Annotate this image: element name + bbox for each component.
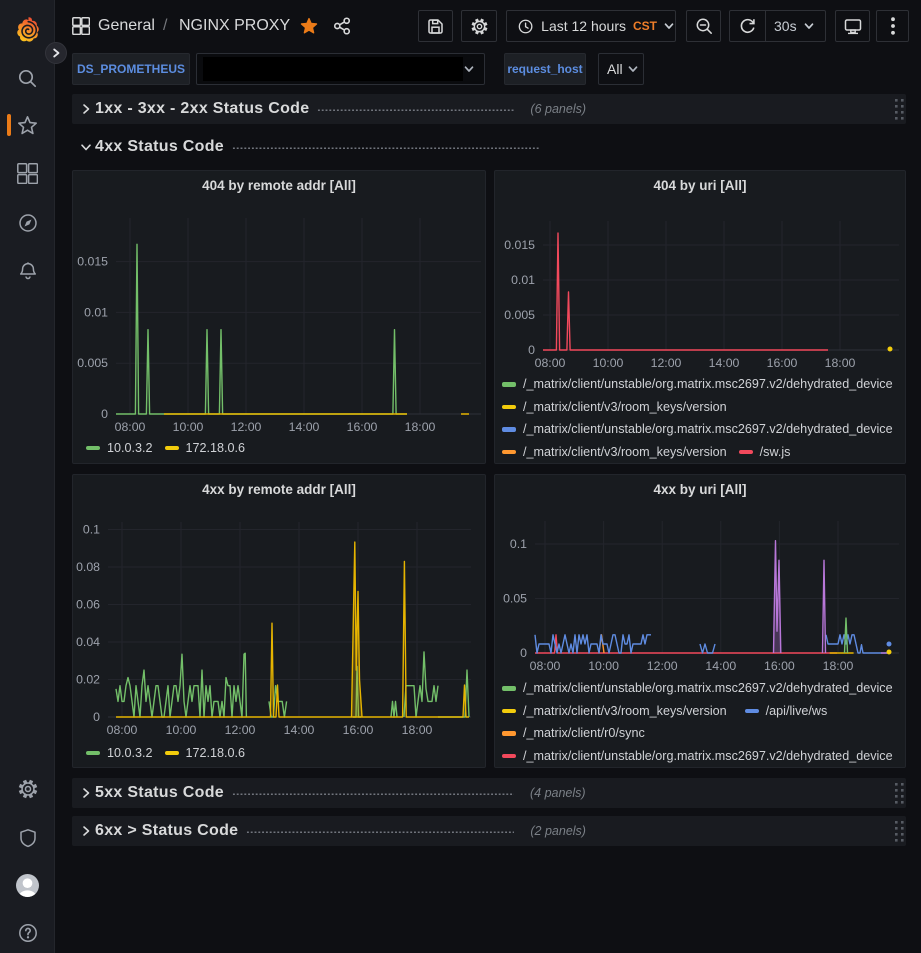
svg-text:10:00: 10:00 — [593, 356, 624, 370]
svg-text:08:00: 08:00 — [535, 356, 566, 370]
svg-text:10:00: 10:00 — [166, 723, 197, 737]
svg-text:12:00: 12:00 — [651, 356, 682, 370]
svg-text:16:00: 16:00 — [767, 356, 798, 370]
svg-text:0: 0 — [101, 407, 108, 421]
svg-text:18:00: 18:00 — [405, 420, 436, 434]
svg-text:0.1: 0.1 — [83, 523, 100, 537]
svg-text:0.06: 0.06 — [76, 598, 100, 612]
svg-text:0.05: 0.05 — [503, 592, 527, 606]
svg-text:0.08: 0.08 — [76, 560, 100, 574]
svg-text:12:00: 12:00 — [225, 723, 256, 737]
svg-text:08:00: 08:00 — [530, 659, 561, 673]
svg-text:12:00: 12:00 — [231, 420, 262, 434]
svg-text:08:00: 08:00 — [115, 420, 146, 434]
svg-text:18:00: 18:00 — [825, 356, 856, 370]
svg-text:0: 0 — [528, 343, 535, 357]
svg-text:14:00: 14:00 — [705, 659, 736, 673]
svg-text:16:00: 16:00 — [347, 420, 378, 434]
svg-text:0.015: 0.015 — [77, 255, 108, 269]
svg-text:0: 0 — [93, 710, 100, 724]
svg-text:14:00: 14:00 — [284, 723, 315, 737]
svg-text:0.02: 0.02 — [76, 673, 100, 687]
svg-text:0.1: 0.1 — [510, 537, 527, 551]
svg-text:0.005: 0.005 — [77, 356, 108, 370]
svg-text:10:00: 10:00 — [588, 659, 619, 673]
svg-text:16:00: 16:00 — [343, 723, 374, 737]
svg-text:0.015: 0.015 — [504, 238, 535, 252]
svg-text:14:00: 14:00 — [709, 356, 740, 370]
svg-text:0.005: 0.005 — [504, 308, 535, 322]
svg-text:0.01: 0.01 — [84, 305, 108, 319]
svg-text:0.04: 0.04 — [76, 635, 100, 649]
svg-text:0.01: 0.01 — [511, 273, 535, 287]
svg-text:08:00: 08:00 — [107, 723, 138, 737]
svg-text:12:00: 12:00 — [647, 659, 678, 673]
svg-text:18:00: 18:00 — [402, 723, 433, 737]
svg-text:0: 0 — [520, 646, 527, 660]
svg-text:14:00: 14:00 — [289, 420, 320, 434]
svg-text:16:00: 16:00 — [764, 659, 795, 673]
svg-text:10:00: 10:00 — [173, 420, 204, 434]
svg-text:18:00: 18:00 — [823, 659, 854, 673]
